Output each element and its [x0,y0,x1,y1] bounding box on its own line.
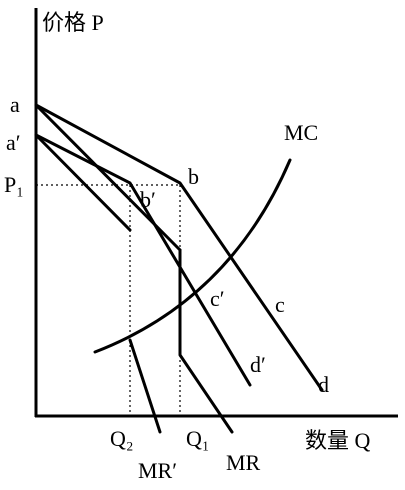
label: Q₂ [110,426,134,451]
mc-curve [93,158,292,354]
label: d [318,372,329,397]
label: MR′ [138,458,177,483]
label: b′ [140,187,156,212]
demand-d-prime [34,133,252,387]
label: Q₁ [186,426,210,451]
label: MR [226,450,261,475]
label: a′ [6,130,21,155]
mr-prime-upper [34,133,132,232]
label: MC [284,120,318,145]
label: c′ [210,286,225,311]
y-axis-label: 价格 P [42,10,104,35]
x-axis-label: 数量 Q [305,428,371,453]
label: c [275,292,285,317]
label: b [188,164,199,189]
mr-lower [178,248,234,434]
mr-prime-lower [128,338,162,434]
label: a [10,92,20,117]
demand-d [34,103,324,392]
label: P₁ [4,172,24,197]
label: d′ [250,352,266,377]
